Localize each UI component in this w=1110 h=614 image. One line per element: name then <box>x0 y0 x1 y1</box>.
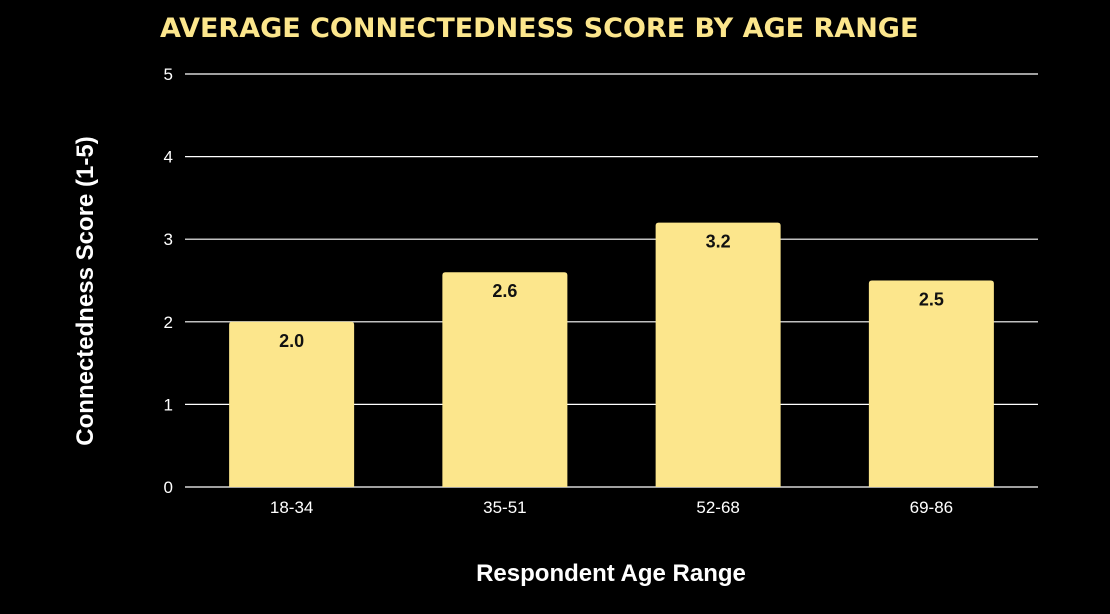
x-tick-label-35-51: 35-51 <box>483 498 526 517</box>
x-axis-title: Respondent Age Range <box>476 560 746 587</box>
data-label-69-86: 2.5 <box>919 290 944 310</box>
data-label-52-68: 3.2 <box>706 232 731 252</box>
bar-18-34 <box>229 321 355 487</box>
x-tick-label-52-68: 52-68 <box>696 498 739 517</box>
x-tick-label-18-34: 18-34 <box>270 498 313 517</box>
bars <box>229 222 994 487</box>
bar-35-51 <box>442 272 568 487</box>
bar-69-86 <box>868 280 994 487</box>
y-tick-label: 5 <box>164 65 173 84</box>
y-axis-title: Connectedness Score (1-5) <box>72 136 99 445</box>
y-tick-label: 2 <box>164 313 173 332</box>
y-axis-ticks: 0 1 2 3 4 5 <box>164 65 173 497</box>
data-label-35-51: 2.6 <box>492 281 517 301</box>
x-axis-ticks: 18-34 35-51 52-68 69-86 <box>270 498 953 517</box>
y-tick-label: 0 <box>164 478 173 497</box>
y-tick-label: 1 <box>164 395 173 414</box>
y-tick-label: 3 <box>164 230 173 249</box>
y-tick-label: 4 <box>164 148 173 167</box>
data-label-18-34: 2.0 <box>279 331 304 351</box>
data-labels: 2.0 2.6 3.2 2.5 <box>279 232 944 351</box>
chart-title: AVERAGE CONNECTEDNESS SCORE BY AGE RANGE <box>160 13 918 44</box>
x-tick-label-69-86: 69-86 <box>910 498 953 517</box>
bar-52-68 <box>655 222 781 487</box>
